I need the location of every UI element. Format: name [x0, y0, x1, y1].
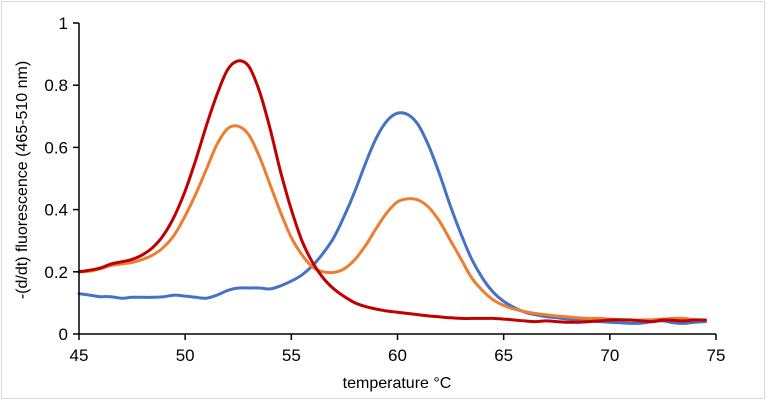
series-line-orange	[77, 124, 707, 322]
series-layer	[77, 59, 707, 325]
y-tick-label: 0.6	[44, 138, 68, 157]
y-tick-label: 0.4	[44, 201, 68, 220]
x-tick-label: 70	[600, 346, 619, 365]
y-tick-label: 0.2	[44, 263, 68, 282]
x-tick-label: 60	[388, 346, 407, 365]
series-line-red	[77, 59, 707, 324]
y-axis-title: -(d/dt) fluorescence (465-510 nm)	[14, 61, 31, 299]
y-tick-label: 0.8	[44, 76, 68, 95]
y-tick-label: 0	[59, 325, 68, 344]
axes-layer	[78, 23, 716, 335]
x-tick-label: 65	[494, 346, 513, 365]
x-tick-label: 50	[176, 346, 195, 365]
x-axis-title: temperature °C	[343, 375, 452, 392]
x-tick-label: 55	[282, 346, 301, 365]
ticks-layer: 0 0.2 0.4 0.6 0.8 1 45 50 55 60 65 70 75	[44, 14, 725, 365]
x-tick-label: 45	[70, 346, 89, 365]
y-tick-label: 1	[59, 14, 68, 33]
x-tick-label: 75	[707, 346, 726, 365]
